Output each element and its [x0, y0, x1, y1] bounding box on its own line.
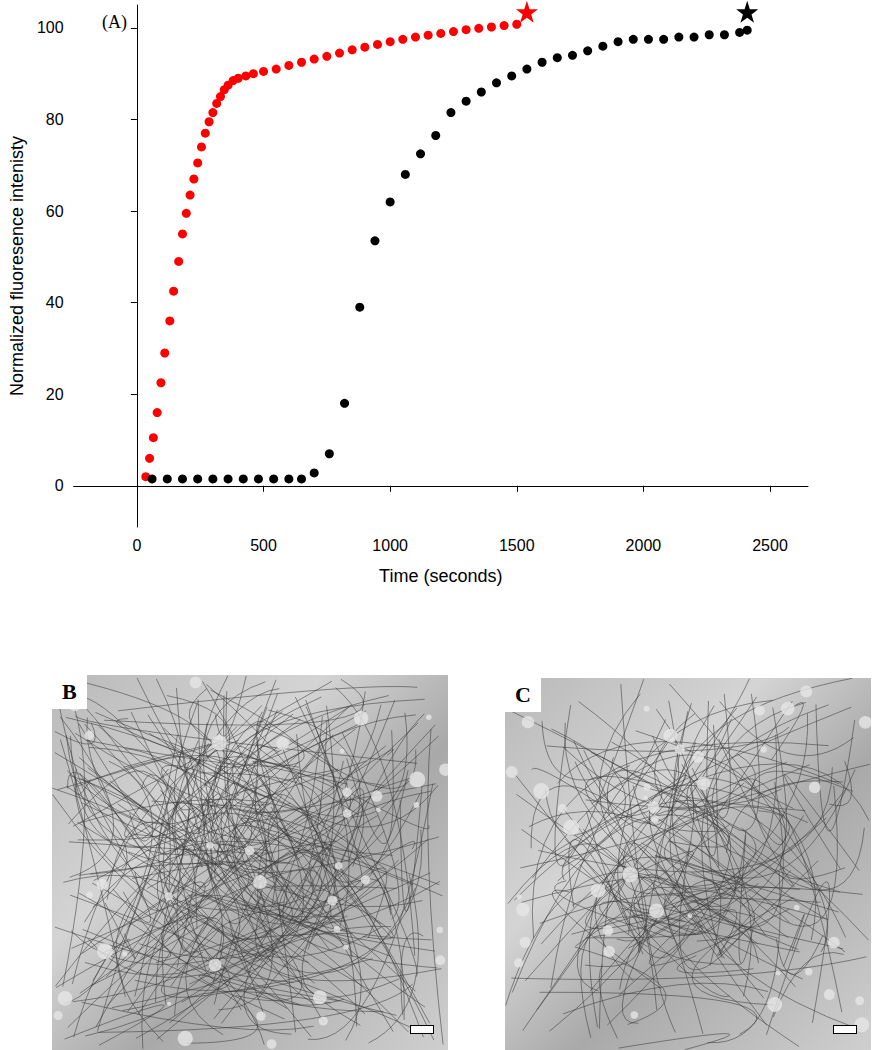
html-text:C: C: [515, 682, 531, 707]
svg-text:80: 80: [46, 111, 64, 128]
svg-text:0: 0: [55, 477, 64, 494]
svg-text:Time (seconds): Time (seconds): [379, 566, 502, 586]
svg-text:100: 100: [37, 19, 64, 36]
svg-text:40: 40: [46, 294, 64, 311]
svg-text:1500: 1500: [499, 537, 535, 554]
svg-text:Normalized fluoresence intenis: Normalized fluoresence intenisty: [7, 136, 27, 396]
svg-text:500: 500: [250, 537, 277, 554]
svg-text:1000: 1000: [372, 537, 408, 554]
svg-text:(A): (A): [102, 12, 127, 33]
svg-text:2500: 2500: [752, 537, 788, 554]
html-text:B: B: [62, 679, 77, 704]
svg-text:2000: 2000: [626, 537, 662, 554]
svg-text:20: 20: [46, 386, 64, 403]
svg-text:0: 0: [132, 537, 141, 554]
svg-text:60: 60: [46, 203, 64, 220]
